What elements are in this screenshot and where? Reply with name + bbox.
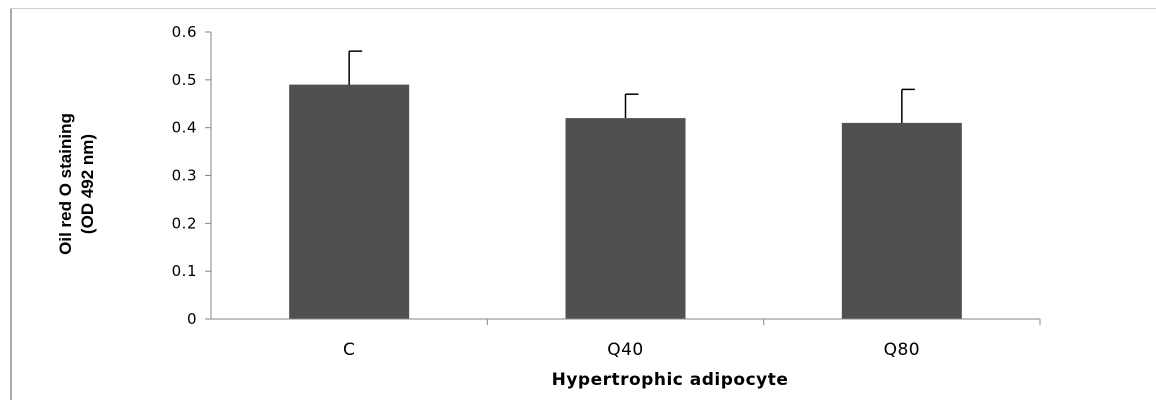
frame-top-border (10, 8, 1156, 9)
y-axis: 0 0.1 0.2 0.3 0.4 0.5 0.6 (172, 23, 212, 328)
x-tick-label: Q40 (607, 340, 644, 360)
bar-q40 (565, 118, 686, 319)
y-tick-label: 0.6 (172, 23, 197, 41)
error-bar-c (348, 50, 363, 85)
bars (289, 84, 962, 319)
y-axis-title-line-1: Oil red O staining (56, 113, 75, 255)
x-tick-label: C (343, 340, 355, 360)
y-axis-title: Oil red O staining (OD 492 nm) (56, 113, 97, 255)
x-axis-title: Hypertrophic adipocyte (552, 370, 789, 390)
y-axis-title-line-2: (OD 492 nm) (78, 134, 97, 234)
x-axis: C Q40 Q80 (211, 318, 1041, 360)
frame-left-border (10, 8, 12, 400)
y-tick-label: 0 (187, 310, 197, 328)
error-bar-q40 (624, 93, 639, 119)
y-tick-label: 0.5 (172, 71, 197, 89)
error-bars (348, 50, 915, 123)
y-tick-label: 0.3 (172, 167, 197, 185)
bar-q80 (841, 122, 962, 319)
y-tick-label: 0.4 (172, 119, 197, 137)
x-tick-label: Q80 (884, 340, 921, 360)
bar-c (289, 84, 410, 319)
y-tick-label: 0.2 (172, 214, 197, 232)
y-tick-label: 0.1 (172, 262, 197, 280)
error-bar-q80 (901, 88, 915, 123)
